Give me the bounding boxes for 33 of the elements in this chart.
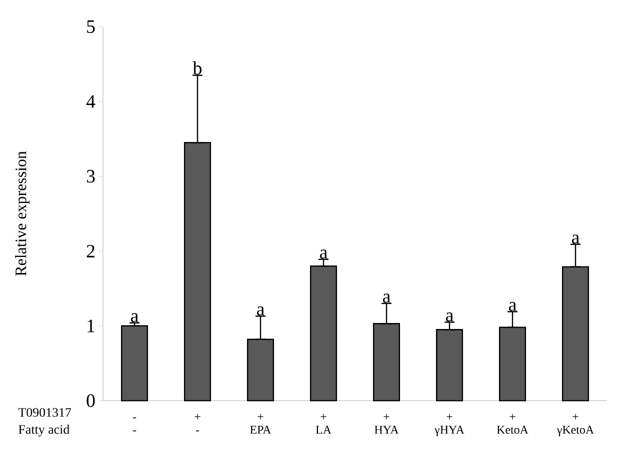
x-tick-label: + xyxy=(194,414,200,420)
text: EPA xyxy=(250,426,272,434)
y-axis-title: Relative expression xyxy=(15,151,30,276)
y-tick-label: 3 xyxy=(86,170,95,183)
y-tick-label: 1 xyxy=(88,320,94,332)
text: Fatty acid xyxy=(18,424,70,436)
x-tick-label: + xyxy=(258,414,264,420)
annotation: b xyxy=(192,61,202,75)
annotation: a xyxy=(382,294,390,303)
text: γKetoA xyxy=(556,426,594,436)
annotation: a xyxy=(320,250,328,259)
annotation: a xyxy=(256,306,264,316)
annotation: a xyxy=(572,234,580,244)
text: T0901317 xyxy=(18,408,72,417)
bar xyxy=(120,325,148,402)
x-tick-label: + xyxy=(446,414,452,420)
text: HYA xyxy=(374,426,399,434)
x-tick-label: + xyxy=(510,414,516,420)
annotation: a xyxy=(130,313,138,322)
text: γHYA xyxy=(434,426,464,436)
text: LA xyxy=(316,426,332,434)
y-tick-label: 0 xyxy=(86,394,95,408)
annotation: a xyxy=(508,302,516,311)
x-tick-label: + xyxy=(572,414,578,420)
annotation: a xyxy=(446,312,454,322)
x-tick-label: + xyxy=(320,414,326,420)
y-tick-label: 5 xyxy=(87,20,95,33)
text: - xyxy=(196,430,200,432)
y-tick-label: 2 xyxy=(86,244,94,258)
text: KetoA xyxy=(496,426,528,434)
text: - xyxy=(132,430,136,432)
y-tick-label: 4 xyxy=(86,95,96,108)
x-tick-label: + xyxy=(384,414,390,420)
